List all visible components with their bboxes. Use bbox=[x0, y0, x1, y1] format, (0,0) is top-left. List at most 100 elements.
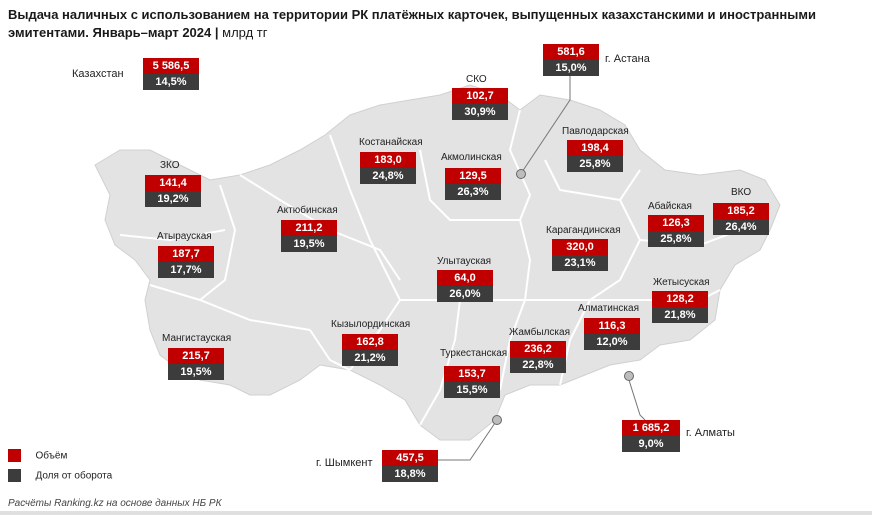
city-label-astana: г. Астана bbox=[605, 53, 650, 65]
legend-volume: Объём bbox=[8, 447, 67, 465]
region-box-almaty-region: 116,3 12,0% bbox=[584, 318, 640, 350]
region-share-akmola: 26,3% bbox=[445, 184, 501, 200]
region-share-abai: 25,8% bbox=[648, 231, 704, 247]
region-box-atyrau: 187,7 17,7% bbox=[158, 246, 214, 278]
region-label-mangystau: Мангистауская bbox=[162, 333, 232, 344]
unit-label: млрд тг bbox=[222, 25, 268, 40]
region-value-aktobe: 211,2 bbox=[281, 220, 337, 236]
region-box-kostanay: 183,0 24,8% bbox=[360, 152, 416, 184]
region-value-turkestan: 153,7 bbox=[444, 366, 500, 382]
region-share-zhetysu: 21,8% bbox=[652, 307, 708, 323]
source-note: Расчёты Ranking.kz на основе данных НБ Р… bbox=[8, 498, 222, 509]
region-share-atyrau: 17,7% bbox=[158, 262, 214, 278]
region-box-pavlodar: 198,4 25,8% bbox=[567, 140, 623, 172]
region-label-karaganda: Карагандинская bbox=[546, 225, 621, 236]
city-box-almaty: 1 685,2 9,0% bbox=[622, 420, 680, 452]
region-label-ulytau: Улытауская bbox=[437, 256, 492, 267]
region-box-sko: 102,7 30,9% bbox=[452, 88, 508, 120]
region-label-turkestan: Туркестанская bbox=[440, 348, 508, 359]
region-share-sko: 30,9% bbox=[452, 104, 508, 120]
legend-volume-label: Объём bbox=[35, 450, 68, 462]
region-value-zhetysu: 128,2 bbox=[652, 291, 708, 307]
city-value-astana: 581,6 bbox=[543, 44, 599, 60]
region-box-mangystau: 215,7 19,5% bbox=[168, 348, 224, 380]
region-value-sko: 102,7 bbox=[452, 88, 508, 104]
region-share-karaganda: 23,1% bbox=[552, 255, 608, 271]
region-value-vko: 185,2 bbox=[713, 203, 769, 219]
region-box-zhambyl: 236,2 22,8% bbox=[510, 341, 566, 373]
kazakhstan-label: Казахстан bbox=[72, 68, 124, 80]
region-label-aktobe: Актюбинская bbox=[277, 205, 338, 216]
legend-share-label: Доля от оборота bbox=[35, 470, 113, 482]
region-label-atyrau: Атырауская bbox=[157, 231, 212, 242]
region-label-akmola: Акмолинская bbox=[441, 152, 502, 163]
city-box-astana: 581,6 15,0% bbox=[543, 44, 599, 76]
kazakhstan-value: 5 586,5 bbox=[143, 58, 199, 74]
region-box-akmola: 129,5 26,3% bbox=[445, 168, 501, 200]
region-label-kyzylorda: Кызылординская bbox=[331, 319, 411, 330]
region-label-zhambyl: Жамбылская bbox=[509, 327, 570, 338]
title-text: Выдача наличных с использованием на терр… bbox=[8, 7, 816, 40]
region-value-mangystau: 215,7 bbox=[168, 348, 224, 364]
region-box-karaganda: 320,0 23,1% bbox=[552, 239, 608, 271]
region-value-abai: 126,3 bbox=[648, 215, 704, 231]
legend-share: Доля от оборота bbox=[8, 467, 112, 485]
region-value-zko: 141,4 bbox=[145, 175, 201, 191]
region-box-ulytau: 64,0 26,0% bbox=[437, 270, 493, 302]
region-box-zko: 141,4 19,2% bbox=[145, 175, 201, 207]
chart-title: Выдача наличных с использованием на терр… bbox=[8, 6, 848, 42]
region-share-turkestan: 15,5% bbox=[444, 382, 500, 398]
kazakhstan-share: 14,5% bbox=[143, 74, 199, 90]
city-share-astana: 15,0% bbox=[543, 60, 599, 76]
city-box-shymkent: 457,5 18,8% bbox=[382, 450, 438, 482]
region-label-abai: Абайская bbox=[648, 201, 692, 212]
region-value-kostanay: 183,0 bbox=[360, 152, 416, 168]
region-label-zko: ЗКО bbox=[160, 160, 180, 171]
city-label-almaty: г. Алматы bbox=[686, 427, 735, 439]
region-label-sko: СКО bbox=[466, 74, 487, 85]
city-label-shymkent: г. Шымкент bbox=[316, 457, 373, 469]
kazakhstan-box: 5 586,5 14,5% bbox=[143, 58, 199, 90]
region-label-pavlodar: Павлодарская bbox=[562, 126, 629, 137]
region-label-vko: ВКО bbox=[731, 187, 752, 198]
country-outline bbox=[94, 84, 781, 441]
city-value-almaty: 1 685,2 bbox=[622, 420, 680, 436]
region-share-zhambyl: 22,8% bbox=[510, 357, 566, 373]
region-value-atyrau: 187,7 bbox=[158, 246, 214, 262]
legend-volume-swatch bbox=[8, 449, 21, 463]
region-box-aktobe: 211,2 19,5% bbox=[281, 220, 337, 252]
region-label-kostanay: Костанайская bbox=[359, 137, 423, 148]
shymkent-dot bbox=[492, 415, 502, 425]
region-value-pavlodar: 198,4 bbox=[567, 140, 623, 156]
astana-dot bbox=[516, 169, 526, 179]
region-value-zhambyl: 236,2 bbox=[510, 341, 566, 357]
region-share-aktobe: 19,5% bbox=[281, 236, 337, 252]
region-box-vko: 185,2 26,4% bbox=[713, 203, 769, 235]
region-value-almaty-region: 116,3 bbox=[584, 318, 640, 334]
almaty-dot bbox=[624, 371, 634, 381]
region-label-almaty-region: Алматинская bbox=[578, 303, 639, 314]
city-share-almaty: 9,0% bbox=[622, 436, 680, 452]
region-value-ulytau: 64,0 bbox=[437, 270, 493, 286]
region-label-zhetysu: Жетысуская bbox=[653, 277, 710, 288]
region-box-zhetysu: 128,2 21,8% bbox=[652, 291, 708, 323]
region-share-kostanay: 24,8% bbox=[360, 168, 416, 184]
region-share-vko: 26,4% bbox=[713, 219, 769, 235]
region-value-kyzylorda: 162,8 bbox=[342, 334, 398, 350]
region-value-karaganda: 320,0 bbox=[552, 239, 608, 255]
region-box-kyzylorda: 162,8 21,2% bbox=[342, 334, 398, 366]
city-value-shymkent: 457,5 bbox=[382, 450, 438, 466]
region-share-mangystau: 19,5% bbox=[168, 364, 224, 380]
region-box-turkestan: 153,7 15,5% bbox=[444, 366, 500, 398]
region-share-zko: 19,2% bbox=[145, 191, 201, 207]
region-value-akmola: 129,5 bbox=[445, 168, 501, 184]
city-share-shymkent: 18,8% bbox=[382, 466, 438, 482]
region-share-pavlodar: 25,8% bbox=[567, 156, 623, 172]
region-share-kyzylorda: 21,2% bbox=[342, 350, 398, 366]
legend-share-swatch bbox=[8, 469, 21, 483]
footer-line bbox=[0, 511, 872, 515]
region-share-almaty-region: 12,0% bbox=[584, 334, 640, 350]
region-share-ulytau: 26,0% bbox=[437, 286, 493, 302]
region-box-abai: 126,3 25,8% bbox=[648, 215, 704, 247]
